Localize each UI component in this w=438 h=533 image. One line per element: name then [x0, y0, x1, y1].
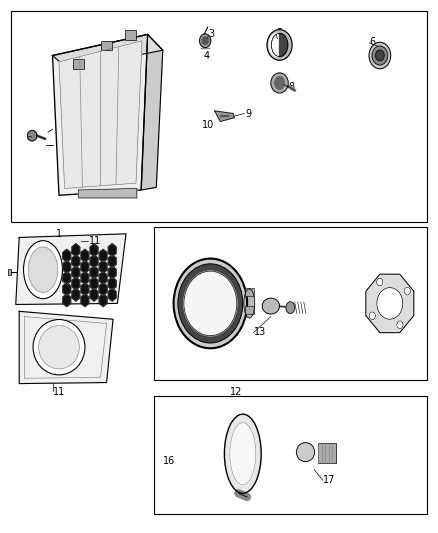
- Polygon shape: [72, 244, 80, 256]
- Polygon shape: [108, 277, 116, 290]
- Bar: [318, 443, 336, 463]
- Ellipse shape: [224, 414, 261, 494]
- Text: 5: 5: [276, 28, 283, 38]
- Polygon shape: [81, 283, 89, 295]
- Text: 4: 4: [204, 51, 210, 61]
- Polygon shape: [72, 288, 80, 301]
- Ellipse shape: [200, 34, 211, 47]
- Text: 6: 6: [370, 37, 376, 47]
- Text: 3: 3: [208, 29, 214, 39]
- Bar: [245, 288, 254, 295]
- Circle shape: [377, 288, 403, 319]
- Polygon shape: [53, 35, 148, 195]
- Polygon shape: [99, 294, 107, 306]
- Ellipse shape: [33, 319, 85, 375]
- Polygon shape: [108, 266, 116, 279]
- Polygon shape: [90, 266, 98, 279]
- Bar: [8, 269, 11, 275]
- Ellipse shape: [28, 247, 58, 292]
- Polygon shape: [99, 272, 107, 284]
- Ellipse shape: [202, 37, 208, 44]
- Polygon shape: [141, 35, 163, 190]
- Polygon shape: [99, 261, 107, 273]
- Bar: [154, 395, 427, 514]
- Circle shape: [397, 321, 403, 329]
- Polygon shape: [63, 249, 71, 262]
- Polygon shape: [90, 288, 98, 301]
- Text: 13: 13: [254, 327, 266, 337]
- Polygon shape: [108, 288, 116, 301]
- Ellipse shape: [267, 30, 292, 60]
- Polygon shape: [72, 255, 80, 268]
- Circle shape: [369, 312, 375, 320]
- Ellipse shape: [369, 42, 391, 69]
- Polygon shape: [279, 34, 288, 56]
- Text: 10: 10: [202, 120, 214, 130]
- Polygon shape: [63, 294, 71, 306]
- Text: 11: 11: [53, 387, 65, 397]
- Polygon shape: [99, 249, 107, 262]
- Ellipse shape: [286, 302, 295, 313]
- Text: 16: 16: [163, 456, 175, 466]
- Ellipse shape: [230, 423, 256, 485]
- Ellipse shape: [275, 77, 284, 90]
- Text: 8: 8: [288, 82, 294, 92]
- Bar: [11, 11, 427, 222]
- Ellipse shape: [269, 34, 286, 56]
- Polygon shape: [90, 244, 98, 256]
- Bar: [245, 306, 254, 314]
- Bar: [101, 41, 112, 50]
- Ellipse shape: [372, 46, 388, 65]
- Circle shape: [173, 259, 247, 348]
- Ellipse shape: [375, 50, 384, 61]
- Polygon shape: [90, 255, 98, 268]
- Ellipse shape: [297, 443, 314, 462]
- Polygon shape: [81, 249, 89, 262]
- Bar: [154, 227, 427, 380]
- Polygon shape: [81, 294, 89, 306]
- Polygon shape: [63, 283, 71, 295]
- Polygon shape: [108, 255, 116, 268]
- Bar: [73, 59, 84, 69]
- Ellipse shape: [39, 326, 79, 369]
- Ellipse shape: [262, 298, 279, 314]
- Ellipse shape: [24, 241, 63, 298]
- Text: 11: 11: [89, 236, 102, 246]
- Polygon shape: [90, 277, 98, 290]
- Polygon shape: [59, 41, 142, 189]
- Polygon shape: [78, 189, 137, 198]
- Circle shape: [377, 278, 383, 286]
- Polygon shape: [63, 261, 71, 273]
- Text: 1: 1: [56, 229, 62, 239]
- Circle shape: [178, 264, 243, 343]
- Polygon shape: [72, 277, 80, 290]
- Polygon shape: [19, 311, 113, 384]
- Circle shape: [184, 271, 237, 336]
- Ellipse shape: [271, 73, 288, 93]
- Polygon shape: [99, 283, 107, 295]
- Text: 7: 7: [370, 58, 376, 68]
- Text: 9: 9: [245, 109, 251, 118]
- Circle shape: [404, 287, 410, 295]
- Polygon shape: [16, 234, 126, 304]
- Text: 12: 12: [230, 387, 243, 397]
- Polygon shape: [108, 244, 116, 256]
- Polygon shape: [63, 272, 71, 284]
- Text: 2: 2: [27, 132, 33, 142]
- Polygon shape: [81, 272, 89, 284]
- Bar: [125, 30, 135, 39]
- Polygon shape: [81, 261, 89, 273]
- Polygon shape: [72, 266, 80, 279]
- Polygon shape: [366, 274, 414, 333]
- Text: 17: 17: [323, 475, 335, 485]
- Ellipse shape: [28, 131, 37, 141]
- Polygon shape: [215, 111, 234, 122]
- Ellipse shape: [244, 289, 254, 318]
- Polygon shape: [53, 35, 163, 69]
